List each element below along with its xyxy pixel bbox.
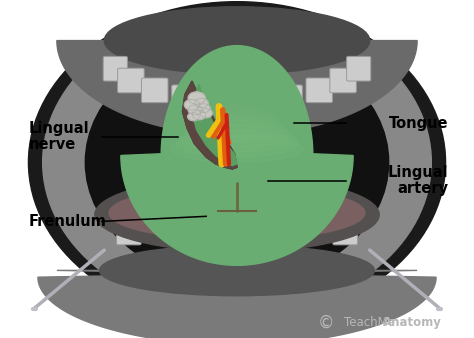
Text: TeachMe: TeachMe [344, 316, 395, 329]
FancyBboxPatch shape [260, 197, 284, 219]
Circle shape [200, 109, 212, 118]
Ellipse shape [180, 125, 294, 152]
Circle shape [188, 113, 199, 121]
FancyBboxPatch shape [242, 89, 268, 113]
Polygon shape [192, 84, 237, 166]
Circle shape [198, 104, 210, 113]
Text: Tongue: Tongue [388, 116, 448, 131]
FancyBboxPatch shape [172, 85, 198, 110]
Polygon shape [57, 41, 417, 135]
Polygon shape [182, 81, 237, 169]
Polygon shape [121, 46, 353, 265]
FancyBboxPatch shape [206, 89, 232, 113]
Text: Lingual
artery: Lingual artery [387, 165, 448, 196]
Text: Lingual
nerve: Lingual nerve [28, 121, 89, 152]
Ellipse shape [100, 245, 374, 296]
FancyBboxPatch shape [333, 223, 357, 245]
FancyBboxPatch shape [225, 195, 249, 217]
FancyBboxPatch shape [190, 197, 214, 219]
FancyBboxPatch shape [133, 212, 157, 234]
FancyBboxPatch shape [276, 85, 302, 110]
Ellipse shape [85, 41, 389, 284]
FancyBboxPatch shape [158, 203, 182, 224]
FancyBboxPatch shape [117, 223, 141, 245]
Text: Frenulum: Frenulum [28, 214, 106, 229]
Circle shape [188, 105, 202, 115]
FancyBboxPatch shape [141, 78, 168, 103]
Circle shape [195, 98, 208, 108]
FancyBboxPatch shape [317, 212, 341, 234]
FancyBboxPatch shape [346, 56, 371, 81]
Ellipse shape [104, 7, 370, 74]
Ellipse shape [175, 130, 299, 157]
Text: Anatomy: Anatomy [383, 316, 441, 329]
Circle shape [192, 110, 206, 120]
Circle shape [188, 92, 205, 104]
Ellipse shape [109, 186, 365, 240]
FancyBboxPatch shape [118, 68, 144, 93]
Polygon shape [182, 81, 237, 169]
Ellipse shape [43, 10, 431, 314]
FancyBboxPatch shape [292, 203, 316, 224]
FancyBboxPatch shape [103, 56, 128, 81]
FancyBboxPatch shape [330, 68, 356, 93]
Circle shape [184, 99, 200, 110]
Ellipse shape [185, 120, 289, 147]
Text: ©: © [318, 314, 334, 332]
Ellipse shape [171, 135, 303, 162]
Ellipse shape [95, 177, 379, 252]
Polygon shape [38, 270, 436, 338]
FancyBboxPatch shape [306, 78, 333, 103]
Ellipse shape [28, 2, 446, 323]
